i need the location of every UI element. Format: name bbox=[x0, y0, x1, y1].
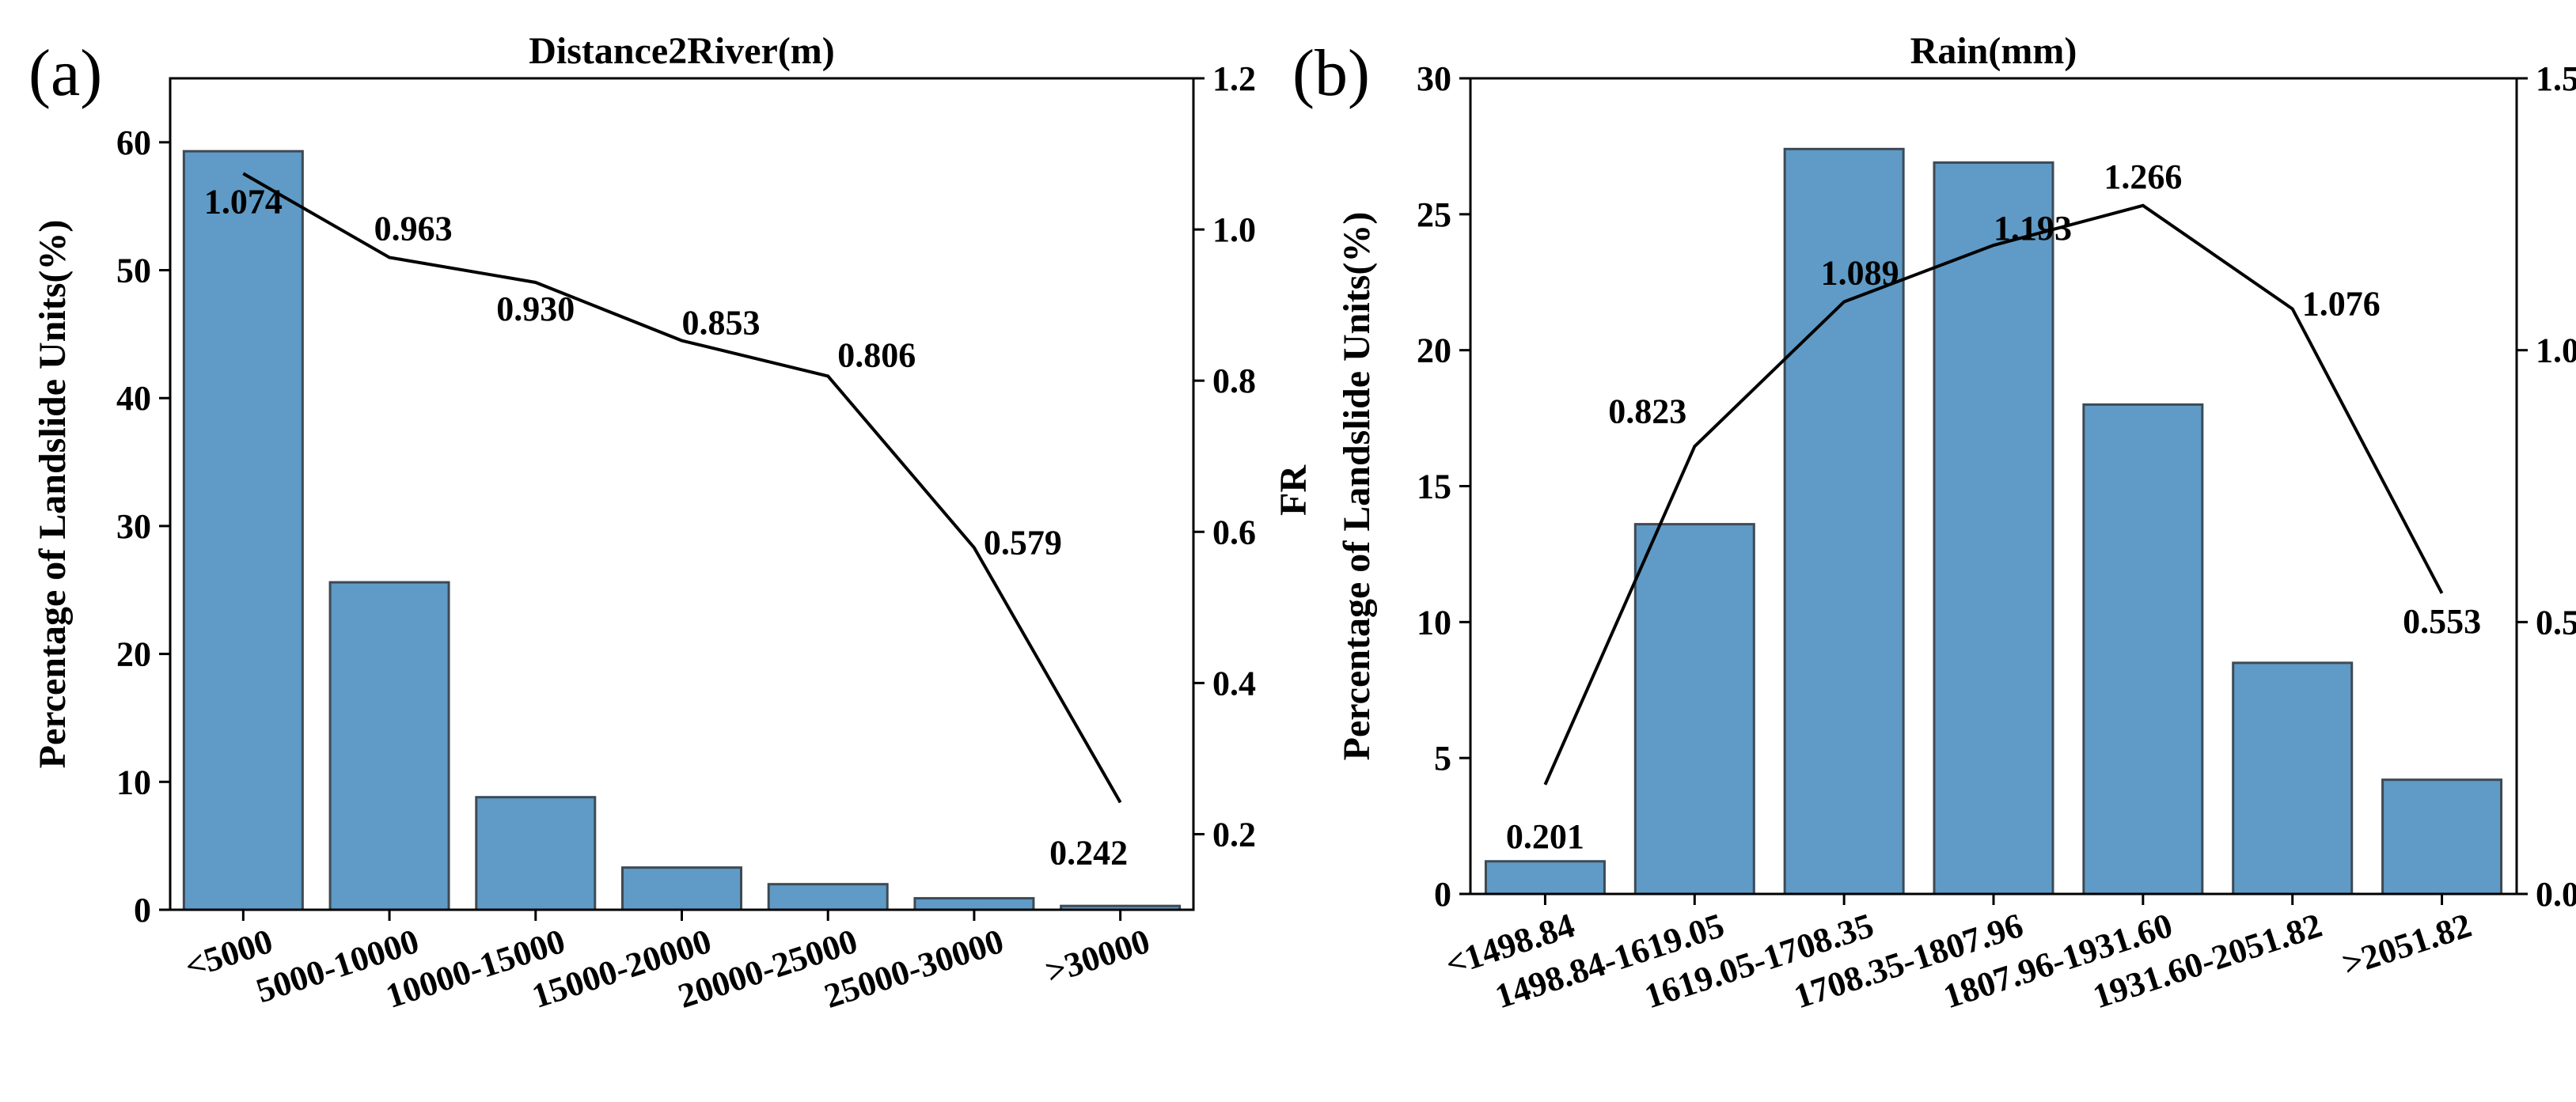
bar-1 bbox=[1633, 523, 1755, 896]
bar-0 bbox=[1484, 860, 1606, 896]
chart-title: Distance2River(m) bbox=[529, 30, 835, 72]
y2-tick-label-5: 1.2 bbox=[1212, 59, 1256, 98]
y2-tick-label-0: 0.0 bbox=[2536, 875, 2576, 914]
y2-tick-label-1: 0.5 bbox=[2536, 603, 2576, 642]
y2-tick-label-0: 0.2 bbox=[1212, 815, 1256, 854]
fr-line bbox=[242, 172, 1122, 804]
fr-label-4: 0.806 bbox=[837, 335, 916, 374]
fr-label-2: 0.930 bbox=[496, 290, 575, 328]
y2-tick-label-1: 0.4 bbox=[1212, 664, 1256, 702]
y2-tick-label-2: 0.6 bbox=[1212, 513, 1256, 551]
fr-label-6: 0.553 bbox=[2403, 602, 2481, 641]
y-tick-label-6: 30 bbox=[1417, 59, 1451, 98]
y2-tick-label-2: 1.0 bbox=[2536, 331, 2576, 370]
fr-label-4: 1.266 bbox=[2104, 157, 2182, 196]
fr-line bbox=[1543, 203, 2444, 786]
bar-3 bbox=[621, 866, 742, 911]
fr-label-2: 1.089 bbox=[1821, 253, 1899, 292]
bar-0 bbox=[182, 150, 304, 911]
bar-1 bbox=[328, 581, 450, 911]
y-tick-label-0: 0 bbox=[134, 891, 151, 930]
y2-axis-label: FR bbox=[1273, 464, 1315, 516]
y2-tick-label-3: 0.8 bbox=[1212, 362, 1256, 400]
y2-tick-label-4: 1.0 bbox=[1212, 210, 1256, 249]
y-tick-label-2: 10 bbox=[1417, 603, 1451, 642]
bar-2 bbox=[475, 796, 597, 911]
y-axis-label: Percentage of Landslide Units(%) bbox=[32, 220, 74, 769]
bar-4 bbox=[767, 883, 889, 911]
y-tick-label-2: 20 bbox=[116, 635, 151, 674]
fr-label-0: 1.074 bbox=[204, 182, 283, 221]
y-tick-label-1: 10 bbox=[116, 763, 151, 801]
fr-label-3: 0.853 bbox=[682, 304, 761, 343]
y-tick-label-4: 40 bbox=[116, 379, 151, 418]
panel-label: (a) bbox=[28, 36, 102, 110]
y-axis-label: Percentage of Landslide Units(%) bbox=[1336, 212, 1378, 761]
bar-5 bbox=[2232, 661, 2354, 896]
bar-6 bbox=[2381, 778, 2503, 896]
fr-label-1: 0.823 bbox=[1608, 392, 1686, 430]
fr-label-6: 0.242 bbox=[1049, 833, 1128, 872]
y-tick-label-3: 30 bbox=[116, 507, 151, 546]
fr-label-5: 0.579 bbox=[984, 523, 1062, 562]
chart-panel-a: (a) Distance2River(m) 1.074 0.963 0.930 0.853… bbox=[28, 30, 1315, 1016]
y-tick-label-4: 20 bbox=[1417, 331, 1451, 370]
bar-5 bbox=[913, 896, 1035, 911]
y2-tick-label-3: 1.5 bbox=[2536, 59, 2576, 98]
y-tick-label-3: 15 bbox=[1417, 468, 1451, 506]
y-tick-label-5: 25 bbox=[1417, 195, 1451, 234]
plot-frame bbox=[169, 77, 1195, 911]
y-tick-label-0: 0 bbox=[1434, 875, 1451, 914]
y-tick-label-1: 5 bbox=[1434, 739, 1451, 778]
x-tick-label-6: >2051.82 bbox=[2338, 906, 2476, 984]
y-tick-label-5: 50 bbox=[116, 252, 151, 290]
fr-label-0: 0.201 bbox=[1506, 817, 1584, 856]
x-tick-label-6: >30000 bbox=[1041, 922, 1155, 991]
fr-label-3: 1.193 bbox=[1994, 209, 2072, 248]
panel-label: (b) bbox=[1292, 36, 1370, 110]
y-tick-label-6: 60 bbox=[116, 123, 151, 162]
fr-label-5: 1.076 bbox=[2302, 284, 2381, 323]
fr-label-1: 0.963 bbox=[374, 209, 453, 248]
chart-title: Rain(mm) bbox=[1910, 30, 2077, 72]
bar-4 bbox=[2082, 403, 2204, 896]
bar-3 bbox=[1933, 161, 2054, 896]
chart-panel-b: (b) Rain(mm) 0.201 0.823 1.089 1.193 1.266 1.07… bbox=[1292, 30, 2576, 1016]
